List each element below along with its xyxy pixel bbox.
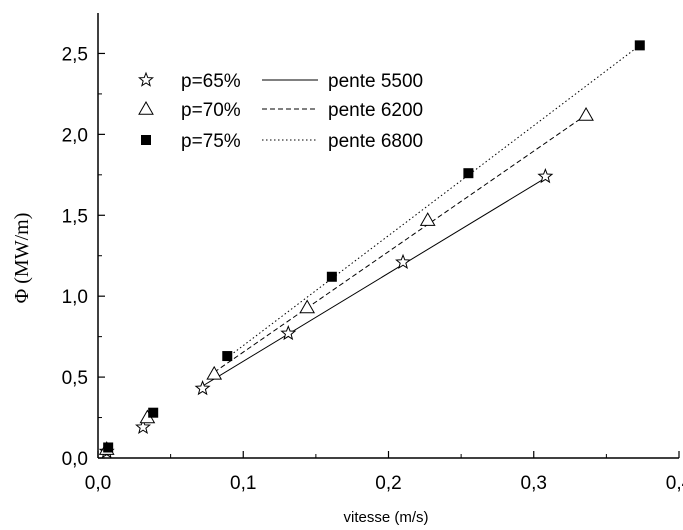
data-point-square [326,271,337,282]
data-markers [98,40,645,459]
data-point-triangle [419,212,436,226]
y-axis-title: Φ (MW/m) [11,213,33,304]
legend: p=65% p=70% p=75% pente 5500 pente 6200 pente… [138,71,423,152]
legend-series-label: p=65% [181,71,241,92]
legend-marker-triangle [138,100,154,115]
x-tick-label: 0,3 [521,473,547,494]
legend-fit-label: pente 6800 [328,131,423,152]
legend-series-label: p=75% [181,131,241,152]
x-tick-label: 0,0 [85,473,111,494]
y-tick-label: 0,0 [62,449,88,470]
data-point-square [463,168,474,179]
data-point-square [634,40,645,51]
tick-marks [97,52,680,459]
y-tick-label: 2,5 [62,44,88,65]
fit-line [226,44,641,359]
data-point-star [135,418,152,435]
y-tick-label: 1,0 [62,287,88,308]
fit-line [202,177,546,387]
data-point-triangle [206,365,223,380]
legend-marker-star [138,71,154,87]
legend-marker-square [141,135,151,145]
y-tick-label: 0,5 [62,368,88,389]
data-point-triangle [578,106,594,121]
data-point-square [103,442,114,453]
data-point-star [395,253,411,269]
y-tick-label: 2,0 [62,125,88,146]
data-point-star [280,325,297,341]
data-point-star [537,168,554,184]
x-tick-label: 0,1 [230,473,256,494]
data-point-square [222,351,233,362]
fit-line [213,114,587,373]
x-tick-label: 0,4 [666,473,683,494]
x-axis-title: vitesse (m/s) [343,509,428,526]
legend-fit-label: pente 6200 [328,100,423,121]
tick-labels: 0,0 0,1 0,2 0,3 0,4 0,0 0,5 1,0 1,5 2,0 2,5 [62,44,683,494]
legend-series-label: p=70% [181,100,241,121]
data-point-triangle [299,299,316,314]
data-point-square [148,407,159,418]
legend-fit-label: pente 5500 [328,71,423,92]
y-tick-label: 1,5 [62,206,88,227]
x-tick-label: 0,2 [375,473,401,494]
fit-lines [202,44,641,387]
data-point-star [194,380,211,396]
